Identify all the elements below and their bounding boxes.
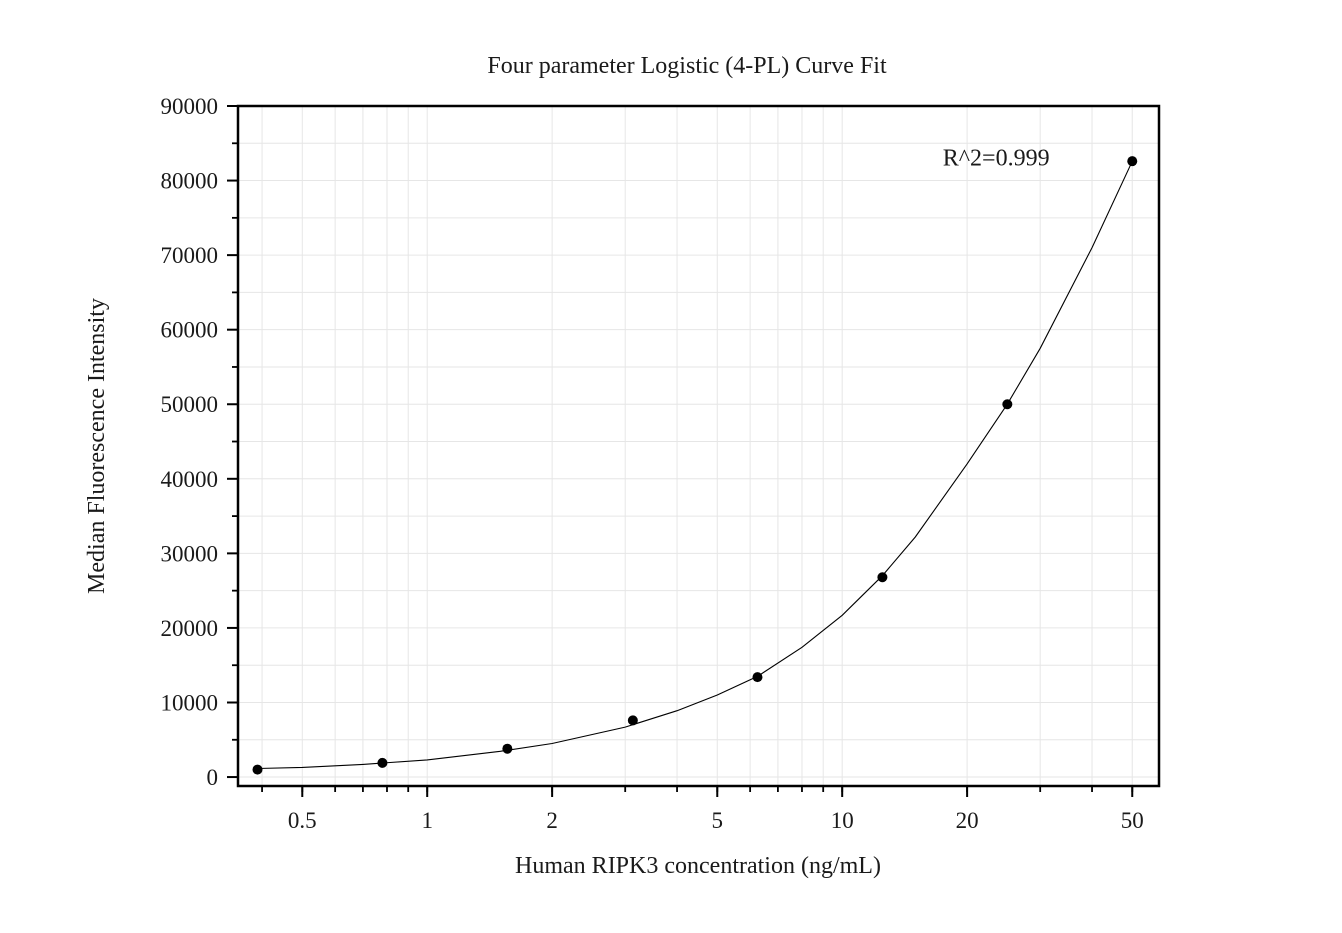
- x-tick-label: 10: [831, 808, 854, 833]
- data-point: [502, 743, 513, 754]
- x-tick-label: 5: [712, 808, 724, 833]
- data-point: [1127, 156, 1138, 167]
- grid: [238, 105, 1159, 786]
- fit-curve: [257, 160, 1133, 770]
- y-axis: 0 10000 20000 30000 40000 50000 60000 70000 8000…: [161, 94, 238, 790]
- x-tick-label: 20: [956, 808, 979, 833]
- data-point: [252, 764, 263, 775]
- y-tick-label: 50000: [161, 392, 219, 417]
- x-axis: 0.5 1 2 5 10 20 50: [261, 786, 1144, 833]
- x-tick-label: 1: [421, 808, 433, 833]
- x-axis-label: Human RIPK3 concentration (ng/mL): [515, 853, 881, 879]
- y-tick-label: 70000: [161, 243, 219, 268]
- annotations-layer: R^2=0.999: [943, 146, 1050, 172]
- fit-curve-layer: [257, 160, 1133, 770]
- y-tick-label: 90000: [161, 94, 219, 119]
- y-tick-label: 10000: [161, 690, 219, 715]
- data-points-layer: [252, 156, 1138, 775]
- x-tick-label: 2: [546, 808, 558, 833]
- data-point: [377, 757, 388, 768]
- y-tick-label: 80000: [161, 169, 219, 194]
- r-squared-annotation: R^2=0.999: [943, 146, 1050, 172]
- y-axis-label: Median Fluorescence Intensity: [84, 298, 110, 594]
- y-tick-label: 60000: [161, 318, 219, 343]
- y-tick-label: 20000: [161, 616, 219, 641]
- plot-frame: [236, 104, 1161, 788]
- y-tick-label: 40000: [161, 467, 219, 492]
- y-tick-label: 30000: [161, 541, 219, 566]
- data-point: [627, 715, 638, 726]
- data-point: [877, 572, 888, 583]
- y-tick-label: 0: [207, 765, 219, 790]
- data-point: [752, 672, 763, 683]
- chart-title: Four parameter Logistic (4-PL) Curve Fit: [487, 53, 887, 79]
- data-point: [1002, 399, 1013, 410]
- x-tick-label: 50: [1121, 808, 1144, 833]
- x-tick-label: 0.5: [288, 808, 317, 833]
